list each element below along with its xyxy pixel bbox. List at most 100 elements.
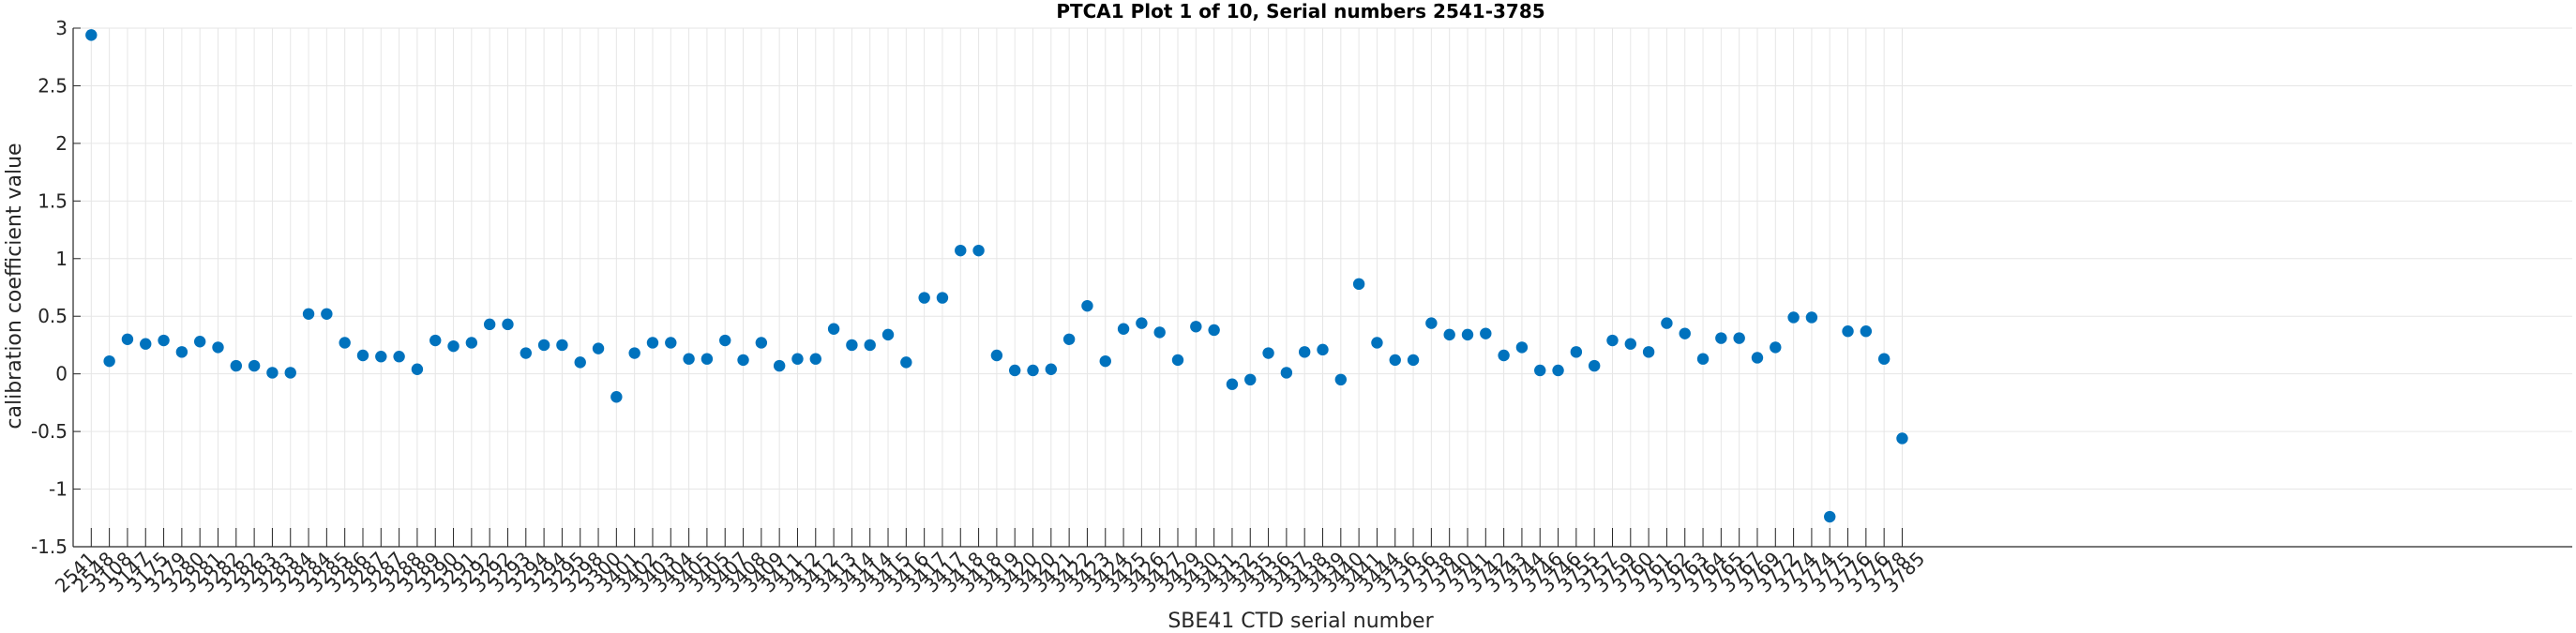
y-tick-label: -1.5 bbox=[31, 535, 68, 558]
data-point bbox=[665, 337, 677, 349]
data-point bbox=[881, 328, 895, 341]
data-point bbox=[1461, 328, 1474, 341]
data-point bbox=[1606, 334, 1619, 347]
data-point bbox=[791, 353, 804, 365]
data-point bbox=[1117, 323, 1130, 335]
data-point bbox=[302, 308, 315, 320]
data-point bbox=[1190, 321, 1202, 333]
data-point bbox=[230, 359, 243, 372]
data-point bbox=[1226, 378, 1239, 390]
y-tick-label: -0.5 bbox=[31, 420, 68, 443]
data-point bbox=[1787, 311, 1800, 324]
data-point bbox=[700, 353, 714, 365]
x-tick-labels: 2541254831083147317532793280328132823282… bbox=[51, 548, 1929, 597]
data-point bbox=[447, 339, 459, 353]
data-point bbox=[1842, 324, 1854, 338]
data-point bbox=[483, 318, 496, 331]
data-point bbox=[266, 367, 279, 379]
data-point bbox=[1407, 354, 1420, 367]
data-point bbox=[1770, 341, 1782, 354]
data-point bbox=[465, 337, 478, 349]
data-point bbox=[1244, 373, 1257, 386]
data-point bbox=[356, 349, 369, 362]
axes bbox=[72, 27, 2572, 548]
x-axis-label: SBE41 CTD serial number bbox=[1167, 610, 1434, 633]
data-point bbox=[773, 359, 786, 372]
data-point bbox=[737, 354, 749, 367]
data-point bbox=[1877, 353, 1891, 365]
chart-title: PTCA1 Plot 1 of 10, Serial numbers 2541-… bbox=[1056, 0, 1544, 23]
y-tick-label: -1 bbox=[49, 478, 68, 501]
data-point bbox=[1552, 364, 1564, 377]
data-point bbox=[1715, 332, 1727, 344]
data-point bbox=[1624, 338, 1636, 350]
data-point bbox=[683, 353, 695, 365]
data-point bbox=[212, 341, 224, 354]
data-point bbox=[1136, 317, 1148, 329]
data-point bbox=[936, 292, 949, 304]
data-point bbox=[1661, 317, 1673, 329]
y-tick-label: 1.5 bbox=[38, 189, 68, 212]
data-point bbox=[1480, 327, 1492, 339]
data-point bbox=[284, 367, 296, 379]
data-point bbox=[646, 337, 659, 349]
data-point bbox=[321, 308, 333, 320]
data-point bbox=[520, 347, 532, 359]
data-point bbox=[393, 351, 405, 363]
data-point bbox=[1733, 332, 1745, 344]
data-point bbox=[1498, 349, 1510, 362]
y-tick-label: 1 bbox=[55, 248, 68, 270]
data-point bbox=[592, 342, 605, 354]
data-point bbox=[1262, 347, 1274, 359]
data-point bbox=[1298, 346, 1311, 358]
data-point bbox=[175, 346, 188, 358]
data-point bbox=[955, 244, 967, 257]
data-point bbox=[1570, 346, 1583, 358]
data-point bbox=[1443, 328, 1455, 341]
data-points bbox=[85, 29, 1908, 523]
grid-lines bbox=[73, 27, 2572, 548]
y-tick-label: 2 bbox=[55, 132, 68, 155]
data-point bbox=[755, 337, 768, 349]
y-tick-label: 0 bbox=[55, 363, 68, 385]
data-point bbox=[1352, 278, 1365, 291]
data-point bbox=[375, 351, 387, 363]
data-point bbox=[1027, 364, 1039, 377]
data-point bbox=[537, 339, 550, 352]
data-point bbox=[846, 339, 858, 352]
data-point bbox=[1896, 432, 1908, 445]
y-tick-labels: -1.5 -1 -0.5 0 0.5 1 1.5 2 2.5 3 bbox=[31, 17, 68, 558]
data-point bbox=[610, 391, 623, 403]
data-point bbox=[972, 244, 985, 257]
data-point bbox=[827, 323, 840, 335]
data-point bbox=[1208, 324, 1220, 337]
data-point bbox=[864, 339, 876, 352]
data-point bbox=[1696, 353, 1710, 365]
data-point bbox=[628, 347, 640, 359]
data-point bbox=[1642, 346, 1655, 358]
y-axis-label: calibration coefficient value bbox=[3, 143, 26, 429]
data-point bbox=[990, 349, 1003, 362]
data-point bbox=[1171, 354, 1184, 367]
y-tick-label: 0.5 bbox=[38, 305, 68, 327]
data-point bbox=[121, 333, 134, 345]
data-point bbox=[1009, 364, 1021, 377]
data-point bbox=[1081, 299, 1093, 312]
data-point bbox=[1371, 337, 1383, 349]
data-point bbox=[809, 353, 821, 365]
data-point bbox=[1805, 311, 1818, 324]
data-point bbox=[1751, 352, 1764, 364]
data-point bbox=[900, 356, 912, 369]
data-point bbox=[1153, 326, 1166, 339]
data-point bbox=[1515, 341, 1529, 354]
data-point bbox=[1425, 317, 1438, 329]
data-point bbox=[248, 359, 261, 372]
data-point bbox=[1588, 359, 1601, 372]
data-point bbox=[193, 336, 206, 348]
y-tick-label: 2.5 bbox=[38, 74, 68, 97]
data-point bbox=[1099, 354, 1111, 368]
data-point bbox=[502, 318, 514, 331]
data-point bbox=[719, 334, 731, 347]
data-point bbox=[1824, 510, 1836, 523]
